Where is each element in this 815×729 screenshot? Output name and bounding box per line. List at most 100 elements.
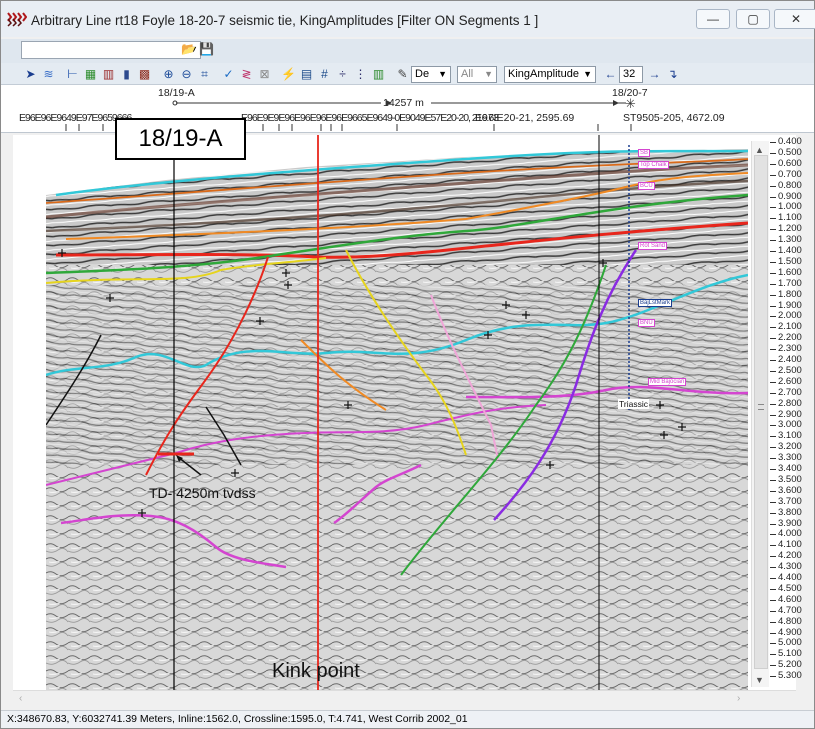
chevron-down-icon: ▼ xyxy=(583,69,592,79)
left-well-label: 18/19-A xyxy=(158,87,195,99)
time-axis-tick xyxy=(770,272,776,274)
erase-icon[interactable]: ⊠ xyxy=(259,67,270,81)
time-axis-tick xyxy=(770,142,776,143)
split-tool-icon[interactable]: ÷ xyxy=(339,67,346,81)
time-axis-tick xyxy=(770,425,776,427)
horizon-sea-bed[interactable] xyxy=(55,149,748,197)
zoom-out-icon[interactable]: ⊖ xyxy=(181,67,192,81)
time-axis-label: 0.700 xyxy=(778,168,802,180)
brush-tool-icon[interactable]: ✎ xyxy=(397,67,408,81)
panel-tool-icon[interactable]: ▥ xyxy=(372,67,385,81)
save-icon[interactable]: 💾 xyxy=(199,42,214,56)
horizon-label: Mid Bajocian xyxy=(648,378,687,386)
horizon-mid-bajocian[interactable] xyxy=(465,385,748,399)
time-axis-tick xyxy=(770,676,776,678)
horizon-bajlstmark[interactable] xyxy=(46,273,748,377)
scroll-right-icon[interactable]: › xyxy=(737,693,741,704)
maximize-icon: ▢ xyxy=(747,12,759,26)
time-axis-tick xyxy=(770,370,776,372)
fault-tool-icon[interactable]: ⚡ xyxy=(281,67,296,81)
time-axis-label: 3.000 xyxy=(778,419,802,431)
time-axis-tick xyxy=(770,196,776,198)
minimize-button[interactable]: — xyxy=(696,9,730,29)
fault-red[interactable] xyxy=(145,256,269,476)
right-well-label: 18/20-7 xyxy=(612,87,648,99)
time-axis-tick xyxy=(770,381,776,383)
pick-icon[interactable]: ≷ xyxy=(241,67,252,81)
horizon-rot-sand[interactable] xyxy=(46,193,748,275)
bar-tool-icon[interactable]: ▮ xyxy=(123,67,130,81)
ruler-tool-icon[interactable]: ⊢ xyxy=(67,67,78,81)
palette-tool-icon[interactable]: ▩ xyxy=(138,67,151,81)
scroll-down-icon[interactable]: ▼ xyxy=(755,675,764,685)
time-axis-label: 5.100 xyxy=(778,648,802,660)
time-axis-label: 1.800 xyxy=(778,288,802,300)
time-axis-label: 2.200 xyxy=(778,332,802,344)
vertical-scrollbar[interactable]: ▲ ▼ xyxy=(751,141,769,687)
page-input[interactable]: 32 xyxy=(619,66,643,83)
time-axis-tick xyxy=(770,501,776,503)
zoom-in-icon[interactable]: ⊕ xyxy=(163,67,174,81)
seismic-canvas xyxy=(46,135,748,690)
time-axis-label: 4.400 xyxy=(778,572,802,583)
time-axis-tick xyxy=(770,447,776,449)
filter-select[interactable]: All ▼ xyxy=(457,66,497,83)
fault-green[interactable] xyxy=(400,264,607,576)
time-axis-label: 3.600 xyxy=(778,484,802,496)
step-icon[interactable]: ↴ xyxy=(667,67,678,81)
scroll-up-icon[interactable]: ▲ xyxy=(755,145,764,155)
time-axis-label: 1.900 xyxy=(778,299,802,311)
time-axis-label: 2.900 xyxy=(778,408,802,420)
open-folder-icon[interactable]: 📂 xyxy=(181,42,196,56)
time-axis-label: 1.300 xyxy=(778,234,802,246)
time-axis-tick xyxy=(770,392,776,394)
time-axis-label: 4.100 xyxy=(778,539,802,551)
time-axis-label: 4.200 xyxy=(778,550,802,562)
scroll-left-icon[interactable]: ‹ xyxy=(19,693,23,704)
close-icon: ✕ xyxy=(790,12,802,26)
wiggle-tool-icon[interactable]: ≋ xyxy=(43,67,54,81)
maximize-button[interactable]: ▢ xyxy=(736,9,770,29)
horizon-top-chalk[interactable] xyxy=(65,172,748,240)
distance-label: 14257 m xyxy=(383,97,424,109)
fault-purple[interactable] xyxy=(493,249,638,521)
grip-icon xyxy=(758,404,764,410)
minimize-icon: — xyxy=(707,12,719,26)
horizontal-scrollbar[interactable]: ‹ › xyxy=(13,690,796,708)
display-select[interactable]: De ▼ xyxy=(411,66,451,83)
svg-text:✳: ✳ xyxy=(625,97,636,111)
time-axis-tick xyxy=(770,599,776,601)
title-bar: Arbitrary Line rt18 Foyle 18-20-7 seismi… xyxy=(1,1,815,37)
check-icon[interactable]: ✓ xyxy=(223,67,234,81)
project-combo[interactable]: ▼ xyxy=(21,41,201,59)
time-axis-tick xyxy=(770,261,776,263)
seismic-section[interactable] xyxy=(46,135,748,690)
time-axis-tick xyxy=(770,523,776,525)
fault-yellow[interactable] xyxy=(345,249,467,456)
align-tool-icon[interactable]: ⋮ xyxy=(354,67,367,81)
close-button[interactable]: ✕ xyxy=(774,9,815,29)
horizon-label: Triassic xyxy=(618,399,649,409)
attribute-select[interactable]: KingAmplitude ▼ xyxy=(504,66,596,83)
horizon-bcu[interactable] xyxy=(55,221,748,259)
horizon-tool-icon[interactable]: ▤ xyxy=(300,67,313,81)
grid-tool-icon[interactable]: ▦ xyxy=(84,67,97,81)
arrow-right-icon[interactable]: → xyxy=(648,67,661,81)
time-axis-tick xyxy=(770,163,776,165)
time-axis-label: 1.200 xyxy=(778,223,802,235)
hash-tool-icon[interactable]: # xyxy=(321,67,328,81)
time-axis-label: 1.700 xyxy=(778,277,802,289)
time-axis-label: 2.300 xyxy=(778,343,802,355)
time-axis-tick xyxy=(770,490,776,492)
scroll-thumb[interactable] xyxy=(754,155,768,669)
time-axis-tick xyxy=(770,567,776,569)
time-axis-tick xyxy=(770,327,776,329)
zoom-fit-icon[interactable]: ⌗ xyxy=(201,67,208,81)
pointer-tool-icon[interactable]: ➤ xyxy=(25,67,36,81)
colorbar-tool-icon[interactable]: ▥ xyxy=(102,67,115,81)
time-axis-tick xyxy=(770,294,776,296)
time-axis-label: 2.400 xyxy=(778,354,802,365)
time-axis-tick xyxy=(770,643,776,645)
arrow-left-icon[interactable]: ← xyxy=(604,67,617,81)
